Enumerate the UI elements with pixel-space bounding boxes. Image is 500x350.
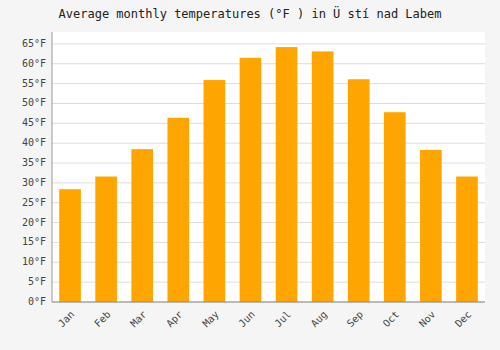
- y-tick-label: 45°F: [22, 117, 46, 128]
- bar: [240, 58, 262, 302]
- y-tick-label: 65°F: [22, 38, 46, 49]
- bar: [456, 177, 478, 302]
- bar: [276, 47, 298, 302]
- x-tick-label: Jul: [272, 309, 293, 330]
- x-tick-label: Jan: [56, 309, 77, 330]
- x-tick-label: Sep: [345, 309, 366, 330]
- y-tick-label: 0°F: [28, 296, 46, 307]
- x-tick-label: Mar: [128, 309, 149, 330]
- bar: [95, 177, 117, 302]
- y-tick-label: 25°F: [22, 197, 46, 208]
- x-tick-label: Aug: [309, 309, 330, 330]
- background: [0, 0, 500, 350]
- x-tick-label: Nov: [417, 309, 438, 330]
- y-axis-line: [52, 32, 53, 302]
- x-axis: Jan Feb Mar Apr May Jun Jul Aug Sep Oct Nov Dec: [52, 302, 485, 329]
- x-tick-label: Dec: [453, 309, 474, 330]
- grid-line: [52, 83, 485, 84]
- y-tick-label: 15°F: [22, 236, 46, 247]
- y-tick-label: 55°F: [22, 78, 46, 89]
- x-tick-label: Apr: [164, 309, 185, 330]
- grid-line: [52, 143, 485, 144]
- title: Average monthly temperatures (°F ) in Ü …: [59, 5, 442, 21]
- chart: 0°F 5°F 10°F 15°F 20°F 25°F 30°F 35°F 40°F 45°F 50…: [0, 0, 500, 350]
- bar: [204, 80, 226, 302]
- bar: [420, 150, 442, 302]
- y-tick-label: 35°F: [22, 157, 46, 168]
- bar: [131, 149, 153, 302]
- bar: [348, 79, 370, 302]
- bar: [384, 112, 406, 302]
- y-grid: [52, 44, 485, 302]
- y-axis: 0°F 5°F 10°F 15°F 20°F 25°F 30°F 35°F 40°F 45°F 50…: [22, 32, 52, 307]
- y-tick-label: 60°F: [22, 58, 46, 69]
- y-tick-label: 5°F: [28, 276, 46, 287]
- y-tick-label: 30°F: [22, 177, 46, 188]
- grid-line: [52, 63, 485, 64]
- bar: [312, 51, 334, 302]
- x-tick-label: May: [200, 309, 221, 330]
- bars: [59, 47, 478, 302]
- y-tick-label: 10°F: [22, 256, 46, 267]
- grid-line: [52, 43, 485, 44]
- grid-line: [52, 123, 485, 124]
- bar: [59, 189, 81, 302]
- y-tick-label: 20°F: [22, 217, 46, 228]
- plot-area: [52, 32, 485, 302]
- x-tick-label: Jun: [236, 309, 257, 330]
- bar: [167, 118, 189, 302]
- grid-line: [52, 103, 485, 104]
- y-tick-label: 50°F: [22, 97, 46, 108]
- x-axis-line: [52, 302, 485, 303]
- y-tick-label: 40°F: [22, 137, 46, 148]
- grid-line: [52, 302, 485, 303]
- x-tick-label: Oct: [381, 309, 402, 330]
- x-tick-label: Feb: [92, 309, 113, 330]
